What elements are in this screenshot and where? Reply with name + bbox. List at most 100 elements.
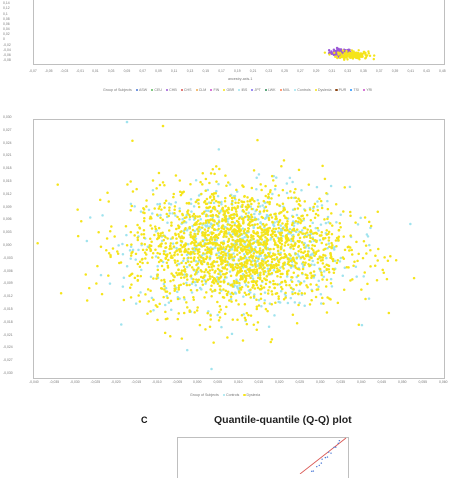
data-point bbox=[351, 278, 354, 281]
data-point bbox=[162, 282, 166, 286]
data-point bbox=[315, 250, 318, 253]
legend-swatch bbox=[335, 88, 338, 92]
data-point bbox=[299, 281, 303, 285]
legend-label: JPT bbox=[254, 88, 261, 92]
tick-label: 0,018 bbox=[3, 166, 12, 171]
data-point bbox=[293, 301, 297, 304]
data-point bbox=[256, 273, 260, 277]
data-point bbox=[257, 298, 261, 302]
data-point bbox=[110, 225, 113, 228]
data-point bbox=[288, 283, 291, 287]
data-point bbox=[163, 201, 166, 205]
data-point bbox=[183, 276, 186, 279]
legend-swatch bbox=[238, 88, 241, 92]
data-point bbox=[325, 268, 328, 272]
data-point bbox=[243, 291, 247, 294]
data-point bbox=[246, 196, 249, 199]
data-point bbox=[193, 242, 196, 245]
data-point bbox=[173, 212, 176, 215]
data-point bbox=[246, 252, 249, 256]
data-point bbox=[206, 270, 210, 274]
data-point bbox=[181, 213, 184, 217]
data-point bbox=[196, 256, 200, 260]
data-point bbox=[215, 189, 218, 193]
data-point bbox=[234, 228, 237, 232]
data-point bbox=[357, 323, 361, 326]
data-point bbox=[280, 242, 284, 246]
data-point bbox=[185, 216, 188, 219]
data-point bbox=[190, 291, 194, 294]
legend-swatch bbox=[314, 88, 317, 92]
data-point bbox=[306, 228, 309, 231]
data-point bbox=[194, 214, 197, 218]
data-point bbox=[208, 275, 212, 278]
data-point bbox=[243, 261, 247, 264]
data-point bbox=[365, 252, 368, 255]
data-point bbox=[260, 188, 263, 192]
data-point bbox=[292, 235, 295, 238]
data-point bbox=[298, 199, 301, 203]
data-point bbox=[241, 227, 245, 230]
data-point bbox=[185, 348, 189, 352]
data-point bbox=[190, 266, 194, 269]
data-point bbox=[204, 242, 207, 246]
data-point bbox=[206, 224, 209, 228]
data-point bbox=[207, 226, 210, 230]
legend-entry: GBR bbox=[223, 88, 234, 92]
data-point bbox=[169, 242, 173, 245]
tick-label: -0,03 bbox=[60, 69, 69, 73]
data-point bbox=[321, 296, 324, 300]
data-point bbox=[172, 195, 175, 199]
data-point bbox=[282, 159, 286, 162]
data-point bbox=[284, 234, 288, 238]
data-point bbox=[305, 235, 308, 239]
data-point bbox=[250, 233, 253, 237]
data-point bbox=[279, 253, 282, 256]
data-point bbox=[265, 223, 268, 226]
data-point bbox=[211, 263, 214, 266]
data-point bbox=[272, 269, 276, 272]
data-point bbox=[219, 252, 223, 255]
data-point bbox=[185, 283, 189, 287]
data-point bbox=[242, 295, 245, 298]
data-point bbox=[270, 257, 274, 261]
data-point bbox=[256, 223, 259, 226]
data-point bbox=[188, 263, 191, 267]
data-point bbox=[314, 295, 318, 299]
data-point bbox=[317, 279, 321, 283]
data-point bbox=[276, 223, 280, 226]
data-point bbox=[246, 203, 250, 206]
data-point bbox=[317, 249, 320, 252]
legend-swatch bbox=[251, 88, 254, 92]
data-point bbox=[196, 306, 199, 309]
data-point bbox=[365, 233, 369, 236]
qq-point bbox=[320, 462, 323, 464]
data-point bbox=[283, 228, 287, 232]
data-point bbox=[101, 214, 104, 217]
data-point bbox=[273, 314, 276, 317]
data-point bbox=[288, 230, 291, 233]
tick-label: 0,08 bbox=[3, 16, 10, 21]
data-point bbox=[309, 229, 313, 232]
data-point bbox=[181, 236, 185, 240]
data-point bbox=[217, 148, 221, 151]
data-point bbox=[246, 239, 249, 242]
data-point bbox=[248, 255, 251, 259]
data-point bbox=[281, 188, 285, 192]
data-point bbox=[270, 303, 274, 306]
data-point bbox=[338, 48, 342, 51]
data-point bbox=[275, 267, 279, 270]
qq-point bbox=[337, 442, 339, 445]
data-point bbox=[157, 207, 161, 210]
data-point bbox=[168, 251, 172, 255]
data-point bbox=[313, 263, 316, 267]
data-point bbox=[234, 234, 237, 237]
data-point bbox=[157, 226, 161, 230]
data-point bbox=[163, 184, 166, 187]
data-point bbox=[230, 248, 234, 251]
data-point bbox=[151, 179, 155, 182]
data-point bbox=[259, 273, 262, 277]
data-point bbox=[276, 269, 279, 273]
data-point bbox=[334, 53, 337, 56]
data-point bbox=[245, 293, 248, 297]
